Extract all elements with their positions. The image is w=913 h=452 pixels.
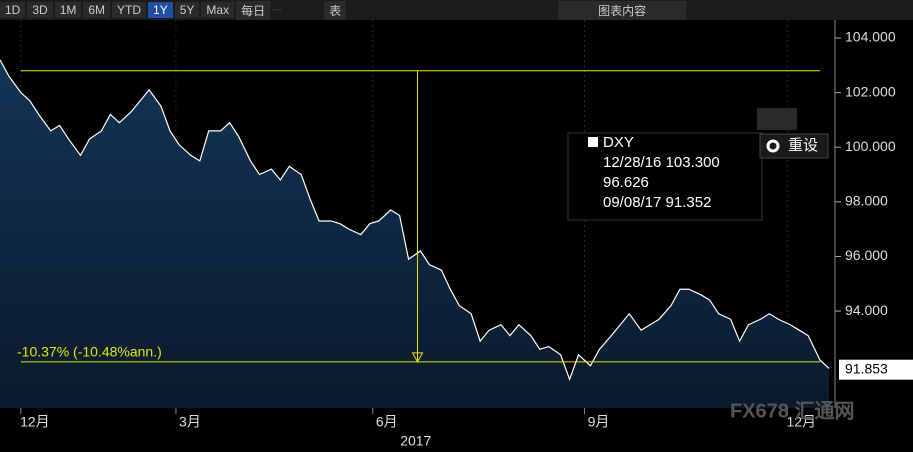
last-value: 91.853	[845, 360, 888, 376]
range-button[interactable]: 6M	[83, 2, 111, 18]
last-value-box	[839, 359, 913, 380]
legend-row: 96.626	[603, 174, 649, 191]
arrow-head	[411, 352, 424, 363]
chart: 12月 3月 6月 9月 12月 2017 94.000 96.000 98.000 100.00…	[0, 20, 913, 449]
x-tick-label: 12月	[20, 414, 50, 430]
toolbar: 1D 3D 1M 6M YTD 1Y 5Y Max 每日 表 图表内容	[0, 0, 913, 20]
icon-chart	[272, 9, 283, 11]
y-tick-label: 94.000	[845, 302, 888, 318]
y-tick-label: 96.000	[845, 247, 888, 263]
legend-swatch	[588, 137, 598, 147]
y-tick-label: 102.000	[845, 83, 896, 99]
y-tick-label: 100.000	[845, 138, 896, 154]
area	[0, 59, 830, 409]
range-button[interactable]: 5Y	[174, 2, 200, 18]
x-group-label: 2017	[400, 433, 431, 449]
chart-style-button[interactable]	[757, 108, 797, 130]
reset-icon	[766, 139, 780, 153]
y-tick-label: 98.000	[845, 193, 888, 209]
range-button[interactable]: 1D	[0, 2, 26, 18]
range-button[interactable]: 1M	[54, 2, 82, 18]
legend: DXY 12/28/16 103.300 96.626 09/08/17 91.352	[567, 132, 763, 221]
legend-title: DXY	[603, 134, 634, 151]
range-button[interactable]: YTD	[112, 2, 147, 18]
reset-label: 重设	[788, 137, 818, 154]
y-tick-label: 104.000	[845, 29, 896, 45]
measure-label: -10.37% (-10.48%ann.)	[17, 344, 162, 360]
range-button[interactable]: Max	[201, 2, 235, 18]
reset-button[interactable]	[759, 133, 829, 159]
legend-row: 09/08/17 91.352	[603, 194, 711, 211]
table-button[interactable]: 表	[324, 0, 347, 20]
interval-button[interactable]: 每日	[236, 0, 271, 20]
x-tick-label: 9月	[588, 414, 610, 430]
range-button[interactable]: 1Y	[148, 2, 173, 18]
legend-box	[567, 132, 763, 221]
watermark: FX678 汇通网	[730, 399, 854, 422]
x-tick-label: 6月	[376, 414, 398, 430]
legend-row: 12/28/16 103.300	[603, 154, 720, 171]
x-tick-label: 12月	[786, 414, 816, 430]
content-button[interactable]: 图表内容	[558, 0, 687, 20]
y-axis-bg	[835, 20, 913, 408]
x-tick-label: 3月	[179, 414, 201, 430]
range-button[interactable]: 3D	[27, 2, 53, 18]
line	[0, 59, 830, 382]
